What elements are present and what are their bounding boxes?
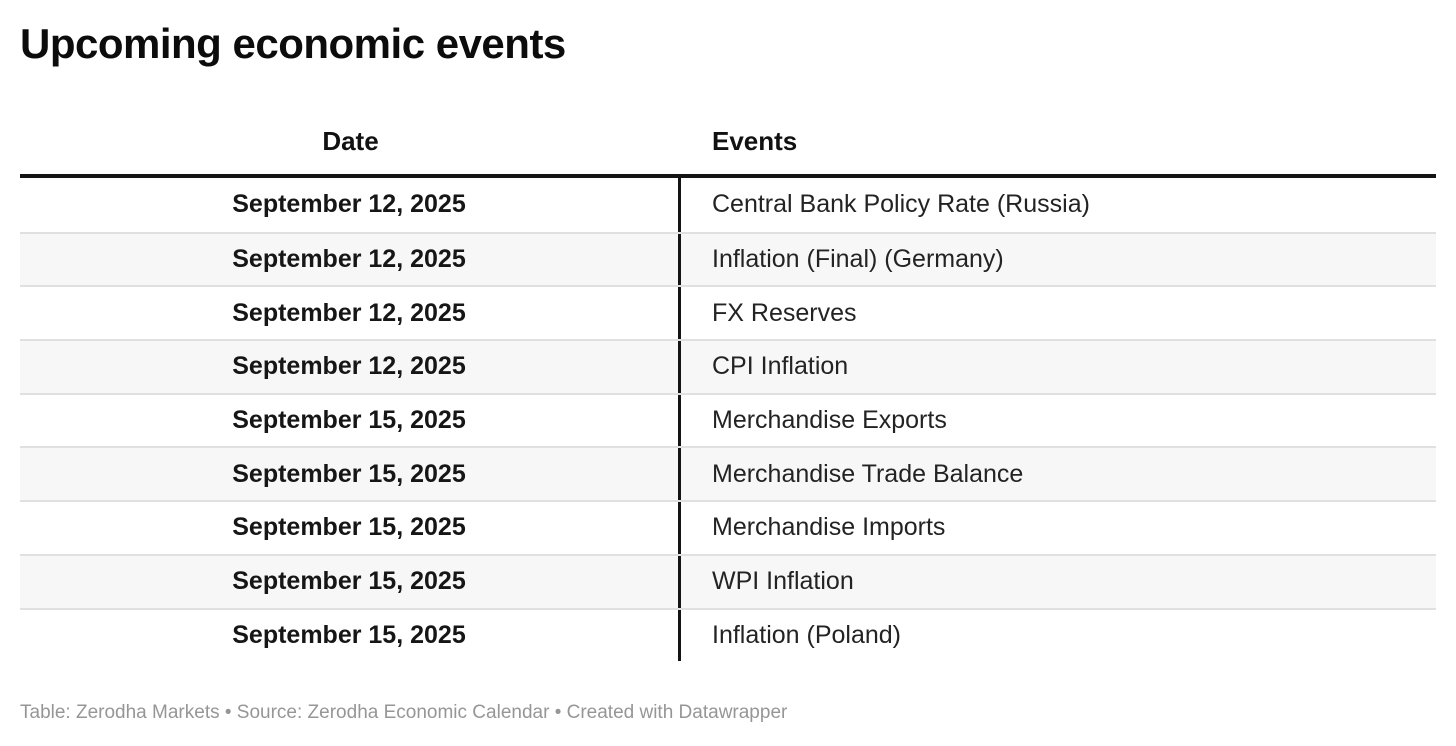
date-cell: September 12, 2025 (20, 341, 681, 393)
table-row: September 15, 2025 Merchandise Trade Bal… (20, 446, 1436, 501)
table-attribution: Table: Zerodha Markets • Source: Zerodha… (20, 702, 788, 724)
page-title: Upcoming economic events (20, 20, 566, 67)
table-row: September 12, 2025 FX Reserves (20, 285, 1436, 340)
events-table: September 12, 2025 Central Bank Policy R… (20, 174, 1436, 662)
event-cell: FX Reserves (712, 298, 857, 327)
table-row: September 15, 2025 WPI Inflation (20, 553, 1436, 608)
column-header-date: Date (322, 126, 379, 156)
table-row: September 12, 2025 Central Bank Policy R… (20, 178, 1436, 232)
table-row: September 15, 2025 Inflation (Poland) (20, 607, 1436, 662)
event-cell: Inflation (Poland) (712, 620, 902, 649)
date-cell: September 15, 2025 (20, 609, 681, 662)
event-cell: WPI Inflation (712, 567, 854, 596)
datawrapper-table-page: Upcoming economic events Date Events Sep… (20, 20, 1436, 724)
column-header-events: Events (712, 126, 798, 156)
date-cell: September 12, 2025 (20, 178, 681, 232)
table-row: September 15, 2025 Merchandise Exports (20, 392, 1436, 447)
date-cell: September 15, 2025 (20, 555, 681, 608)
event-cell: Merchandise Exports (712, 406, 947, 435)
table-row: September 15, 2025 Merchandise Imports (20, 500, 1436, 554)
date-cell: September 15, 2025 (20, 448, 681, 501)
event-cell: Central Bank Policy Rate (Russia) (712, 190, 1090, 219)
event-cell: CPI Inflation (712, 352, 849, 381)
table-header-row: Date Events (20, 128, 1436, 155)
table-row: September 12, 2025 Inflation (Final) (Ge… (20, 231, 1436, 286)
date-cell: September 12, 2025 (20, 233, 681, 286)
table-row: September 12, 2025 CPI Inflation (20, 339, 1436, 393)
date-cell: September 12, 2025 (20, 287, 681, 340)
event-cell: Merchandise Imports (712, 513, 946, 542)
event-cell: Merchandise Trade Balance (712, 459, 1024, 488)
event-cell: Inflation (Final) (Germany) (712, 245, 1004, 274)
date-cell: September 15, 2025 (20, 502, 681, 554)
date-cell: September 15, 2025 (20, 394, 681, 447)
